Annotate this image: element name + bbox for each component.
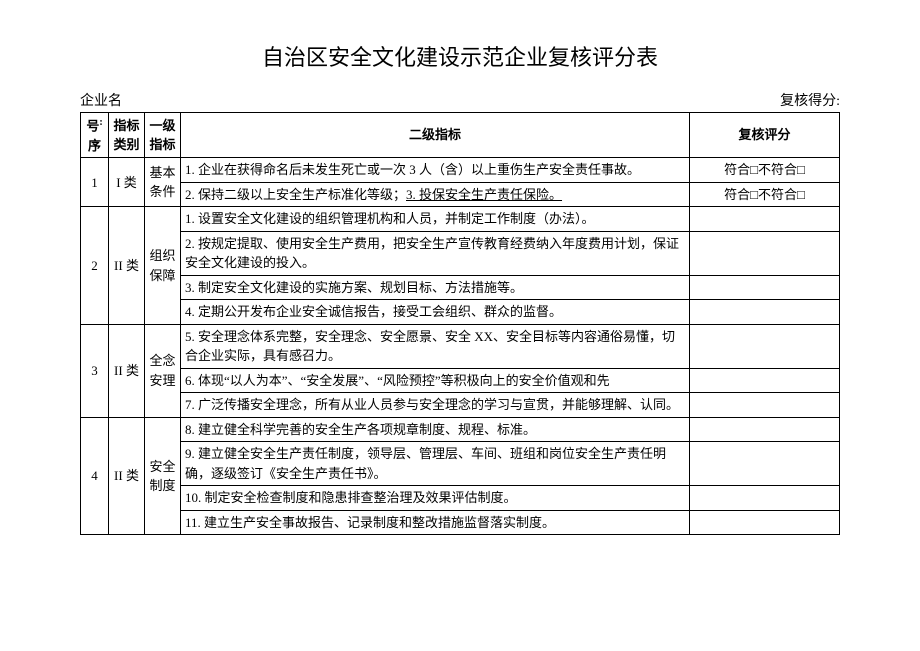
- level2-cell: 5. 安全理念体系完整，安全理念、安全愿景、安全 XX、安全目标等内容通俗易懂，…: [181, 324, 690, 368]
- header-row: 企业名 复核得分:: [80, 90, 840, 110]
- table-row: 2II 类组织保障1. 设置安全文化建设的组织管理机构和人员，并制定工作制度（办…: [81, 207, 840, 232]
- score-cell: [690, 324, 840, 368]
- score-cell: [690, 417, 840, 442]
- col-lvl1-header: 一级指标: [145, 113, 181, 158]
- level2-cell: 9. 建立健全安全生产责任制度，领导层、管理层、车间、班组和岗位安全生产责任明确…: [181, 442, 690, 486]
- level2-cell: 10. 制定安全检查制度和隐患排查整治理及效果评估制度。: [181, 486, 690, 511]
- level2-cell: 11. 建立生产安全事故报告、记录制度和整改措施监督落实制度。: [181, 510, 690, 535]
- level2-cell: 2. 保持二级以上安全生产标准化等级；3. 投保安全生产责任保险。: [181, 182, 690, 207]
- table-row: 2. 保持二级以上安全生产标准化等级；3. 投保安全生产责任保险。符合□不符合□: [81, 182, 840, 207]
- score-cell: 符合□不符合□: [690, 158, 840, 183]
- seq-cell: 1: [81, 158, 109, 207]
- score-cell: [690, 231, 840, 275]
- table-row: 7. 广泛传播安全理念，所有从业人员参与安全理念的学习与宣贯，并能够理解、认同。: [81, 393, 840, 418]
- table-row: 3II 类全念安理5. 安全理念体系完整，安全理念、安全愿景、安全 XX、安全目…: [81, 324, 840, 368]
- col-cat-header: 指标类别: [109, 113, 145, 158]
- level1-cell: 组织保障: [145, 207, 181, 325]
- level2-cell: 1. 设置安全文化建设的组织管理机构和人员，并制定工作制度（办法）。: [181, 207, 690, 232]
- level1-cell: 基本条件: [145, 158, 181, 207]
- level2-cell: 6. 体现“以人为本”、“安全发展”、“风险预控”等积极向上的安全价值观和先: [181, 368, 690, 393]
- category-cell: I 类: [109, 158, 145, 207]
- table-row: 10. 制定安全检查制度和隐患排查整治理及效果评估制度。: [81, 486, 840, 511]
- table-row: 2. 按规定提取、使用安全生产费用，把安全生产宣传教育经费纳入年度费用计划，保证…: [81, 231, 840, 275]
- seq-cell: 4: [81, 417, 109, 535]
- seq-sup: :: [99, 117, 102, 128]
- category-cell: II 类: [109, 207, 145, 325]
- level2-cell: 7. 广泛传播安全理念，所有从业人员参与安全理念的学习与宣贯，并能够理解、认同。: [181, 393, 690, 418]
- score-cell: 符合□不符合□: [690, 182, 840, 207]
- company-name-label-prefix: 企业名: [80, 90, 122, 110]
- category-cell: II 类: [109, 324, 145, 417]
- score-cell: [690, 442, 840, 486]
- document-title: 自治区安全文化建设示范企业复核评分表: [80, 40, 840, 72]
- table-body: 1I 类基本条件1. 企业在获得命名后未发生死亡或一次 3 人（含）以上重伤生产…: [81, 158, 840, 535]
- score-cell: [690, 368, 840, 393]
- seq-cell: 2: [81, 207, 109, 325]
- table-row: 3. 制定安全文化建设的实施方案、规划目标、方法措施等。: [81, 275, 840, 300]
- level2-cell: 3. 制定安全文化建设的实施方案、规划目标、方法措施等。: [181, 275, 690, 300]
- table-row: 4II 类安全制度8. 建立健全科学完善的安全生产各项规章制度、规程、标准。: [81, 417, 840, 442]
- score-cell: [690, 275, 840, 300]
- level2-cell: 8. 建立健全科学完善的安全生产各项规章制度、规程、标准。: [181, 417, 690, 442]
- col-lvl2-header: 二级指标: [181, 113, 690, 158]
- category-cell: II 类: [109, 417, 145, 535]
- level2-cell: 1. 企业在获得命名后未发生死亡或一次 3 人（含）以上重伤生产安全责任事故。: [181, 158, 690, 183]
- table-header-row: 号: 序 指标类别 一级指标 二级指标 复核评分: [81, 113, 840, 158]
- score-cell: [690, 207, 840, 232]
- scoring-table: 号: 序 指标类别 一级指标 二级指标 复核评分 1I 类基本条件1. 企业在获…: [80, 112, 840, 535]
- table-row: 1I 类基本条件1. 企业在获得命名后未发生死亡或一次 3 人（含）以上重伤生产…: [81, 158, 840, 183]
- level2-cell: 4. 定期公开发布企业安全诚信报告，接受工会组织、群众的监督。: [181, 300, 690, 325]
- col-seq-header: 号: 序: [81, 113, 109, 158]
- table-row: 9. 建立健全安全生产责任制度，领导层、管理层、车间、班组和岗位安全生产责任明确…: [81, 442, 840, 486]
- col-score-header: 复核评分: [690, 113, 840, 158]
- level2-cell: 2. 按规定提取、使用安全生产费用，把安全生产宣传教育经费纳入年度费用计划，保证…: [181, 231, 690, 275]
- review-score-label: 复核得分:: [780, 90, 840, 110]
- table-row: 6. 体现“以人为本”、“安全发展”、“风险预控”等积极向上的安全价值观和先: [81, 368, 840, 393]
- level1-cell: 全念安理: [145, 324, 181, 417]
- table-row: 11. 建立生产安全事故报告、记录制度和整改措施监督落实制度。: [81, 510, 840, 535]
- score-cell: [690, 393, 840, 418]
- score-cell: [690, 300, 840, 325]
- level1-cell: 安全制度: [145, 417, 181, 535]
- score-cell: [690, 510, 840, 535]
- seq-cell: 3: [81, 324, 109, 417]
- score-cell: [690, 486, 840, 511]
- table-row: 4. 定期公开发布企业安全诚信报告，接受工会组织、群众的监督。: [81, 300, 840, 325]
